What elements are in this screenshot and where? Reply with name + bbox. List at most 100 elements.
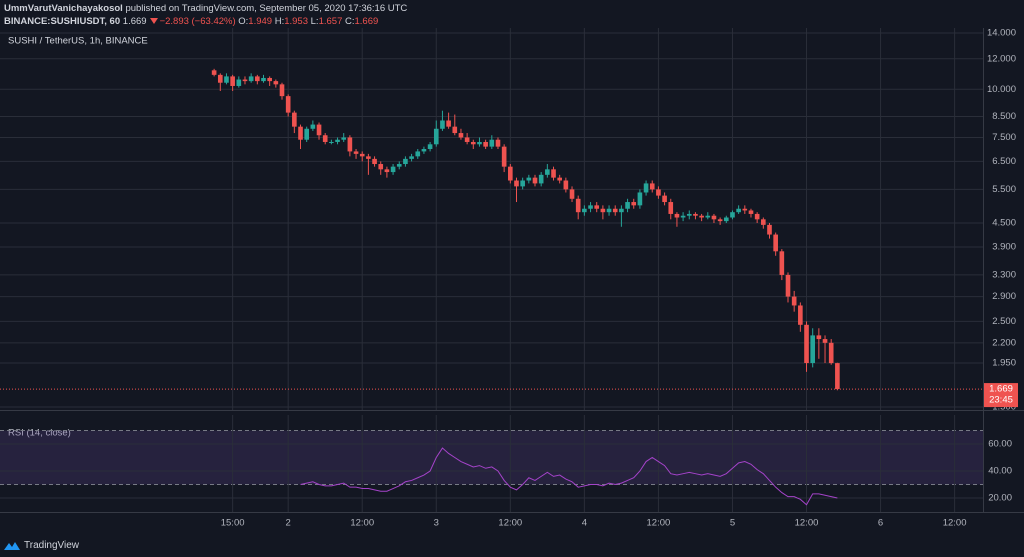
candle-body [538, 174, 544, 184]
candle-body [828, 342, 834, 364]
ohlc-l-label: L: [310, 16, 319, 27]
candle-body [723, 217, 729, 222]
candle-body [835, 363, 840, 390]
footer: TradingView [4, 540, 79, 551]
candle-body [804, 324, 809, 364]
candle-body [693, 213, 698, 216]
candle-body [267, 77, 272, 82]
ohlc-c-label: C: [345, 16, 355, 27]
candle-body [754, 213, 760, 220]
brand: TradingView [24, 540, 80, 551]
candle-body [699, 215, 704, 218]
candle-body [446, 120, 451, 127]
candle-body [551, 169, 556, 178]
candle-body [415, 151, 421, 157]
last-price: 1.669 [122, 16, 147, 27]
candle-body [409, 156, 414, 159]
candle-body [532, 177, 538, 184]
y-tick-label: 8.500 [992, 111, 1016, 122]
candle-body [458, 133, 464, 138]
published: published on TradingView.com, September … [122, 3, 408, 14]
candle-body [322, 135, 328, 142]
candle-body [582, 208, 587, 213]
ohlc-o: 1.949 [248, 16, 273, 27]
candle-body [489, 139, 495, 147]
candle-body [798, 305, 803, 325]
candle-body [649, 183, 655, 190]
candle-body [785, 274, 791, 297]
candle-body [767, 224, 772, 235]
candle-body [748, 210, 754, 214]
candle-body [335, 139, 340, 142]
header: UmmVarutVanichayakosol published on Trad… [4, 2, 407, 28]
candle-body [329, 141, 334, 143]
candle-body [822, 339, 828, 343]
candle-body [612, 208, 618, 213]
y-tick-label: 5.500 [992, 184, 1016, 195]
candle-body [594, 205, 600, 209]
x-tick-label: 12:00 [350, 518, 374, 529]
y-tick-label: 12.000 [987, 53, 1016, 64]
candle-body [230, 76, 235, 86]
x-tick-label: 6 [878, 518, 883, 529]
candle-body [279, 84, 285, 97]
candle-body [470, 141, 476, 145]
candle-body [705, 215, 711, 218]
candle-body [637, 192, 643, 206]
candle-body [224, 76, 229, 83]
x-tick-label: 4 [582, 518, 587, 529]
x-tick-label: 12:00 [498, 518, 522, 529]
candle-body [742, 208, 748, 211]
candle-body [773, 234, 778, 252]
candle-body [366, 156, 371, 159]
candle-body [403, 158, 408, 165]
ohlc-o-label: O: [238, 16, 249, 27]
candle-body [588, 205, 593, 209]
candle-body [396, 164, 402, 167]
y-tick-label: 3.300 [992, 269, 1016, 280]
y-tick-label: 60.00 [988, 439, 1012, 450]
candle-body [353, 151, 359, 154]
y-tick-label: 14.000 [987, 27, 1016, 38]
last-price-box [984, 383, 1018, 408]
countdown: 23:45 [989, 395, 1013, 406]
y-tick-label: 1.950 [992, 358, 1016, 369]
candle-body [341, 137, 347, 140]
ohlc-h-label: H: [274, 16, 285, 27]
candle-body [520, 180, 525, 187]
candle-body [508, 166, 513, 181]
candle-body [631, 202, 637, 206]
candle-body [452, 126, 458, 134]
candle-body [501, 146, 507, 167]
candle-body [545, 169, 550, 175]
candle-body [606, 208, 612, 213]
candle-body [761, 219, 766, 225]
y-tick-label: 7.500 [992, 132, 1016, 143]
candle-body [810, 335, 816, 364]
last-price-label: 1.669 [989, 384, 1013, 395]
candle-body [242, 79, 248, 82]
ohlc-c: 1.669 [354, 16, 379, 27]
rsi-band [0, 430, 983, 485]
candle-body [711, 215, 717, 220]
candle-body [495, 139, 501, 147]
candle-body [347, 137, 353, 152]
y-tick-label: 3.900 [992, 241, 1016, 252]
candle-body [440, 120, 445, 129]
candle-body [384, 169, 390, 173]
x-tick-label: 12:00 [943, 518, 967, 529]
candle-body [779, 251, 785, 275]
candle-body [464, 137, 470, 142]
candle-body [261, 77, 266, 82]
candle-body [211, 70, 217, 75]
candle-body [717, 219, 723, 222]
candle-body [656, 189, 661, 196]
candle-body [816, 335, 822, 340]
candle-body [236, 79, 242, 86]
candle-body [557, 177, 563, 181]
x-tick-label: 12:00 [647, 518, 671, 529]
candle-body [217, 74, 223, 83]
y-tick-label: 2.200 [992, 337, 1016, 348]
